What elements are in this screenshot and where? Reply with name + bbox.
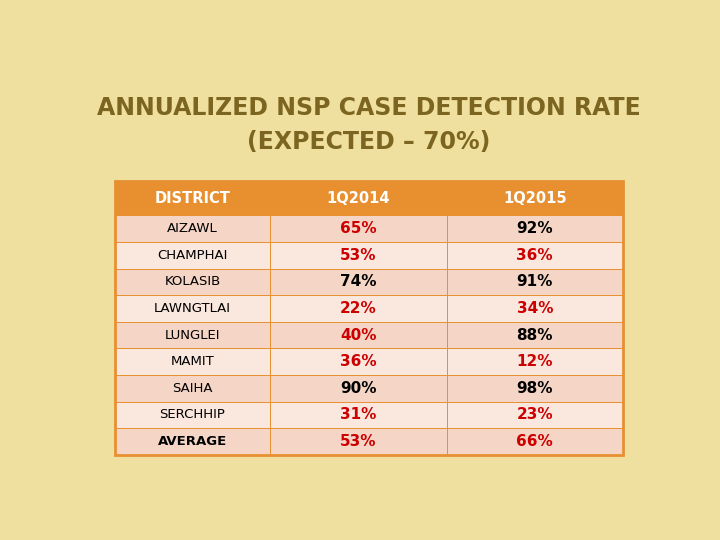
Text: 31%: 31% — [340, 407, 377, 422]
Text: 36%: 36% — [340, 354, 377, 369]
Text: 1Q2014: 1Q2014 — [327, 191, 390, 206]
FancyBboxPatch shape — [270, 348, 446, 375]
Text: ANNUALIZED NSP CASE DETECTION RATE: ANNUALIZED NSP CASE DETECTION RATE — [97, 97, 641, 120]
Text: 53%: 53% — [340, 434, 377, 449]
FancyBboxPatch shape — [446, 268, 623, 295]
FancyBboxPatch shape — [446, 242, 623, 268]
FancyBboxPatch shape — [446, 181, 623, 215]
Text: 65%: 65% — [340, 221, 377, 236]
Text: LAWNGTLAI: LAWNGTLAI — [154, 302, 231, 315]
Text: DISTRICT: DISTRICT — [155, 191, 230, 206]
Text: KOLASIB: KOLASIB — [164, 275, 220, 288]
Text: 1Q2015: 1Q2015 — [503, 191, 567, 206]
FancyBboxPatch shape — [446, 375, 623, 402]
Text: LUNGLEI: LUNGLEI — [165, 328, 220, 342]
FancyBboxPatch shape — [115, 428, 270, 455]
Text: CHAMPHAI: CHAMPHAI — [158, 249, 228, 262]
Text: 53%: 53% — [340, 248, 377, 263]
FancyBboxPatch shape — [446, 215, 623, 242]
FancyBboxPatch shape — [270, 215, 446, 242]
Text: 98%: 98% — [516, 381, 553, 396]
Text: 34%: 34% — [516, 301, 553, 316]
Text: SAIHA: SAIHA — [172, 382, 213, 395]
FancyBboxPatch shape — [115, 242, 270, 268]
Text: 92%: 92% — [516, 221, 553, 236]
FancyBboxPatch shape — [270, 375, 446, 402]
Text: 40%: 40% — [340, 328, 377, 342]
FancyBboxPatch shape — [115, 215, 270, 242]
Text: 22%: 22% — [340, 301, 377, 316]
FancyBboxPatch shape — [270, 402, 446, 428]
FancyBboxPatch shape — [115, 181, 270, 215]
FancyBboxPatch shape — [446, 348, 623, 375]
FancyBboxPatch shape — [270, 242, 446, 268]
FancyBboxPatch shape — [270, 295, 446, 322]
Text: 74%: 74% — [340, 274, 377, 289]
FancyBboxPatch shape — [270, 268, 446, 295]
FancyBboxPatch shape — [115, 402, 270, 428]
FancyBboxPatch shape — [270, 181, 446, 215]
FancyBboxPatch shape — [446, 322, 623, 348]
Text: MAMIT: MAMIT — [171, 355, 215, 368]
Text: 91%: 91% — [517, 274, 553, 289]
Text: (EXPECTED – 70%): (EXPECTED – 70%) — [247, 130, 491, 154]
FancyBboxPatch shape — [270, 322, 446, 348]
FancyBboxPatch shape — [115, 268, 270, 295]
FancyBboxPatch shape — [115, 348, 270, 375]
Text: 36%: 36% — [516, 248, 553, 263]
Text: AVERAGE: AVERAGE — [158, 435, 228, 448]
FancyBboxPatch shape — [115, 375, 270, 402]
Text: 12%: 12% — [516, 354, 553, 369]
Text: 66%: 66% — [516, 434, 553, 449]
FancyBboxPatch shape — [446, 402, 623, 428]
FancyBboxPatch shape — [270, 428, 446, 455]
FancyBboxPatch shape — [115, 295, 270, 322]
Text: SERCHHIP: SERCHHIP — [160, 408, 225, 421]
Text: 23%: 23% — [516, 407, 553, 422]
Text: 88%: 88% — [516, 328, 553, 342]
FancyBboxPatch shape — [446, 428, 623, 455]
FancyBboxPatch shape — [115, 322, 270, 348]
FancyBboxPatch shape — [446, 295, 623, 322]
Text: 90%: 90% — [340, 381, 377, 396]
Text: AIZAWL: AIZAWL — [167, 222, 218, 235]
